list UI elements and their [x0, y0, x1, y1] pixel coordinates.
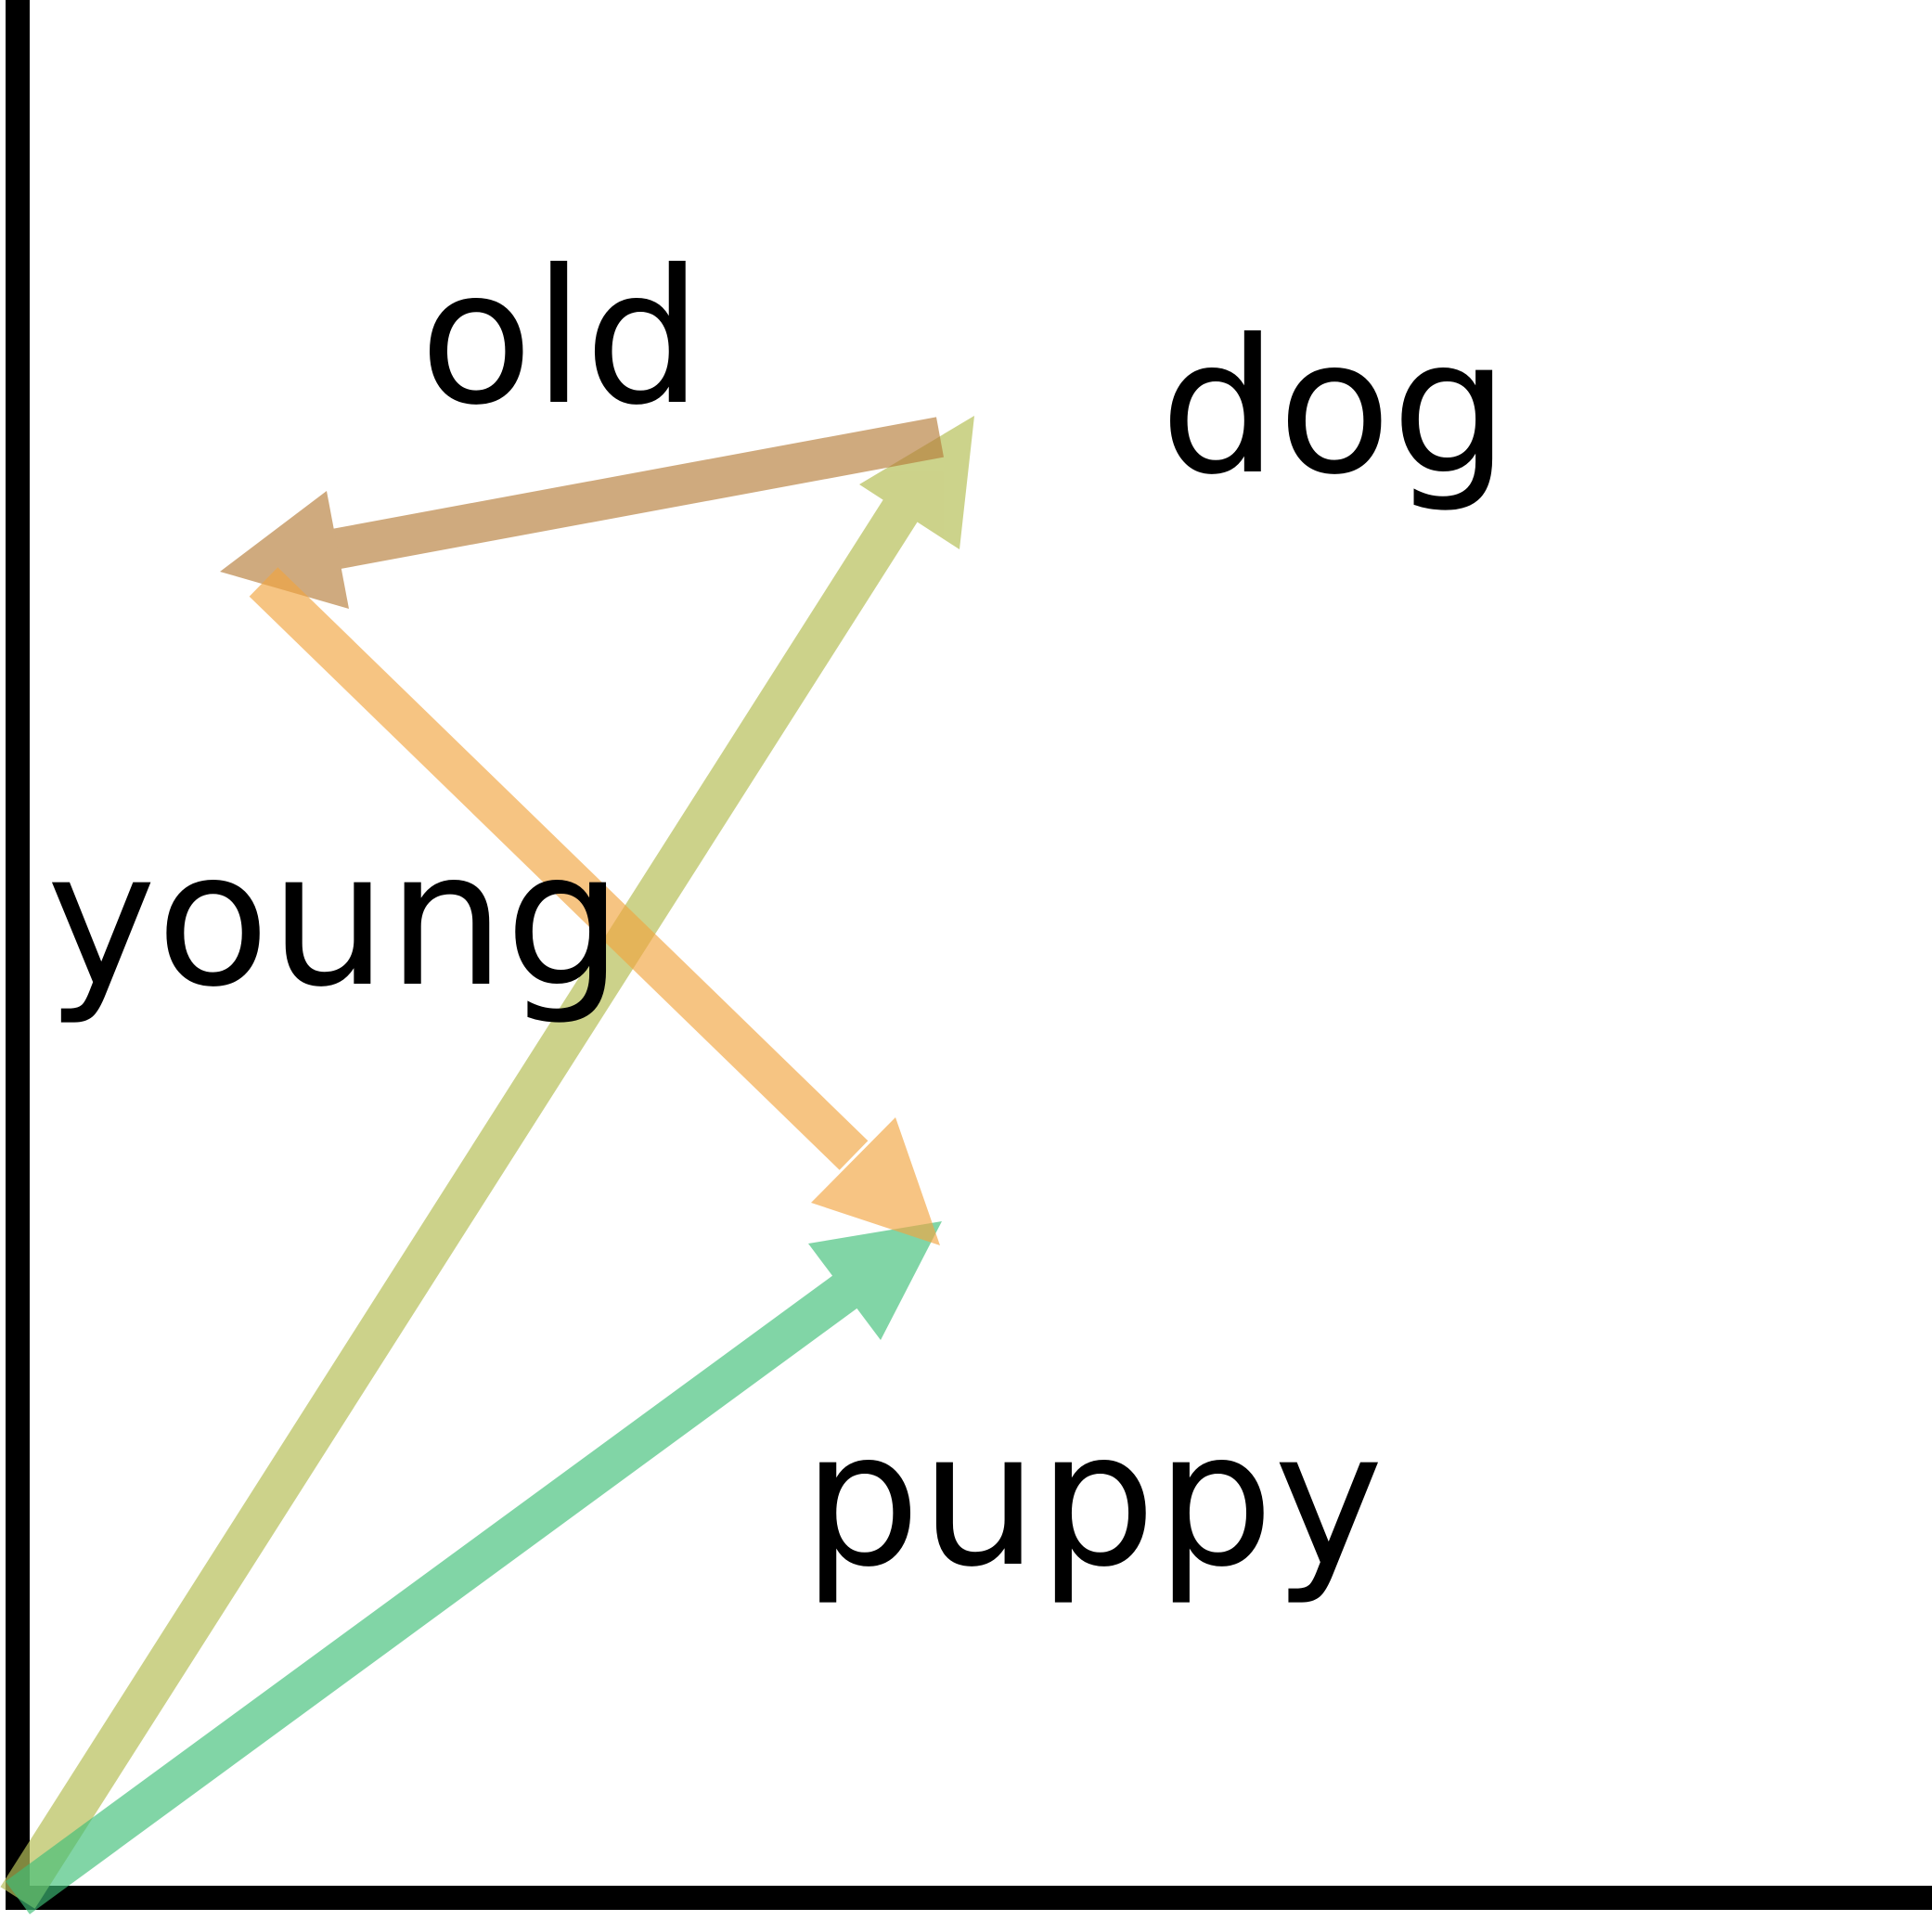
puppy-vector-arrow — [6, 1221, 942, 1915]
young-to-puppy-vector-shaft — [249, 567, 869, 1170]
puppy-vector-head — [808, 1221, 942, 1340]
dog-vector-arrow — [0, 416, 974, 1909]
dog-to-old-vector-arrow — [220, 417, 945, 609]
label-puppy: puppy — [803, 1392, 1384, 1608]
label-dog: dog — [1160, 300, 1509, 516]
dog-vector-head — [859, 416, 974, 549]
dog-to-old-vector-head — [220, 491, 349, 609]
young-to-puppy-vector-arrow — [249, 567, 940, 1245]
label-young: young — [46, 812, 623, 1028]
young-to-puppy-vector-head — [811, 1117, 940, 1245]
label-old: old — [419, 230, 702, 446]
dog-vector-shaft — [0, 485, 927, 1909]
puppy-vector-shaft — [6, 1274, 858, 1915]
dog-to-old-vector-shaft — [324, 417, 945, 571]
